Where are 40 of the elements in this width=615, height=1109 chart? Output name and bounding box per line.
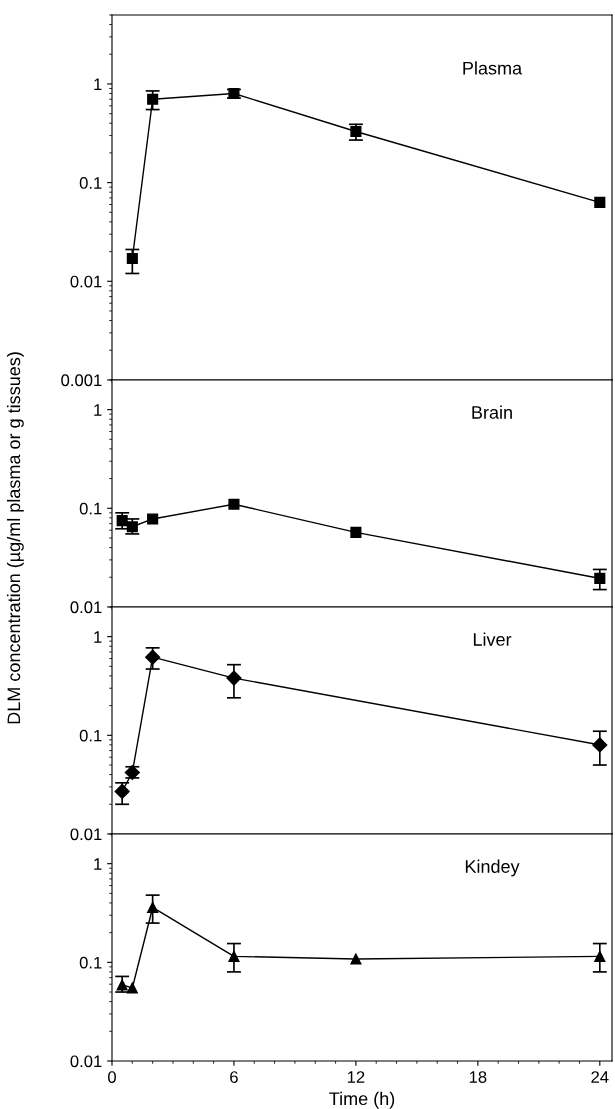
annotation: Liver [473,632,512,646]
point [145,649,161,665]
point [114,783,130,799]
point [228,950,240,962]
point [147,513,159,525]
y-tick-label: 1 [94,858,102,870]
point [226,670,242,686]
x-tick-label: 6 [230,1071,238,1083]
y-tick-label: 1 [94,631,102,643]
y-tick-label: 0.001 [61,374,102,387]
point [350,953,362,965]
point [594,572,606,584]
point [126,252,138,265]
annotation: Kindey [465,859,520,877]
x-axis-title: Time (h) [329,1091,395,1109]
y-tick-label: 0.01 [70,828,102,841]
y-tick-label: 1 [94,404,102,416]
point [594,196,606,208]
point [147,93,159,105]
x-tick-label: 0 [108,1071,116,1083]
y-axis-title: DLM concentration (µg/ml plasma or g tissues) [6,352,24,724]
y-tick-label: 0.01 [70,601,102,614]
point [592,737,608,753]
x-tick-label: 24 [591,1071,609,1083]
y-tick-label: 0.01 [70,1055,102,1068]
point [126,982,138,994]
point [228,498,240,510]
y-tick-label: 0.1 [79,956,102,969]
point [594,950,606,962]
y-tick-label: 0.1 [79,177,102,189]
y-tick-label: 0.01 [70,275,102,288]
y-tick-label: 0.1 [79,729,102,742]
y-tick-label: 0.1 [79,502,102,515]
x-tick-label: 18 [469,1071,487,1083]
annotation: Plasma [463,61,523,75]
point [147,901,159,914]
point [350,526,362,538]
annotation: Brain [472,405,512,419]
x-tick-label: 12 [347,1071,365,1083]
y-tick-label: 1 [94,78,102,90]
